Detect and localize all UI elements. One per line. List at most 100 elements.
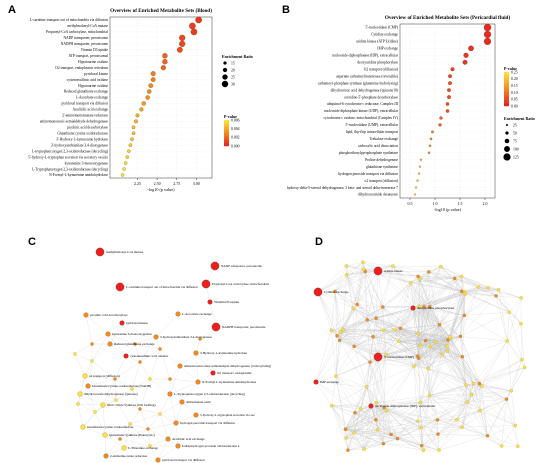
network-edge (424, 306, 465, 316)
network-edge (334, 291, 354, 309)
data-point (448, 81, 452, 86)
network-node (175, 443, 181, 449)
network-edge (335, 375, 377, 403)
network-node (353, 411, 357, 415)
network-edge (383, 366, 414, 408)
network-edge (385, 354, 418, 357)
network-node (344, 273, 349, 277)
network-edge (115, 388, 133, 401)
network-edge (114, 378, 133, 390)
network-edge (384, 402, 421, 408)
network-edge (440, 266, 466, 295)
network-edge (424, 276, 462, 307)
network-edge (392, 266, 420, 307)
network-edge (147, 428, 151, 447)
y-tick-label: Propionyl-CoA carboxylase, mitochondrial (46, 30, 108, 35)
network-node (313, 379, 319, 385)
data-point (122, 167, 126, 171)
network-edge (462, 356, 474, 384)
network-edge (364, 434, 392, 450)
data-point (123, 161, 128, 165)
network-edge (315, 381, 361, 409)
network-edge (509, 312, 523, 360)
network-edge (438, 435, 488, 451)
network-node (368, 403, 374, 409)
color-legend-swatch (504, 83, 509, 86)
network-edge (149, 378, 171, 395)
network-edge (337, 330, 384, 337)
network-node (426, 366, 430, 371)
data-point (130, 137, 134, 142)
size-legend-dot (222, 74, 228, 80)
network-edge (417, 306, 425, 334)
network-edge (471, 394, 481, 411)
network-edge (429, 395, 438, 420)
network-edge (346, 262, 363, 267)
color-legend-swatch (504, 104, 509, 107)
network-edge (421, 427, 463, 428)
network-node (343, 427, 348, 432)
network-node (505, 339, 509, 343)
y-tick-label: O2 transport, endoplasmic reticulum (55, 66, 108, 71)
network-edge (429, 385, 482, 396)
network-edge (335, 376, 356, 413)
network-edge (383, 330, 414, 367)
network-node-label: Glutathione:cystine oxidoreductase (87, 425, 134, 429)
network-edge (345, 437, 398, 439)
network-edge (421, 427, 440, 451)
y-tick-label: cytochrome c oxidase, mitochondrial (Com… (324, 116, 399, 121)
network-node (173, 420, 179, 426)
network-edge (417, 421, 463, 428)
network-edge (410, 282, 414, 309)
network-edge (377, 429, 392, 435)
network-edge (400, 328, 450, 338)
network-edge (315, 381, 332, 406)
y-tick-label: methylmalonyl-CoA mutase (67, 24, 108, 28)
network-edge (417, 356, 421, 403)
size-legend-dot (222, 67, 228, 73)
network-node (398, 326, 403, 331)
network-edge (334, 291, 368, 320)
network-edge (331, 330, 337, 377)
network-edge (430, 336, 461, 347)
network-edge (169, 378, 199, 383)
network-edge (471, 390, 512, 395)
network-node (158, 412, 162, 416)
network-node (496, 287, 501, 292)
network-edge (119, 428, 149, 440)
network-edge (370, 358, 419, 363)
network-edge (373, 336, 426, 341)
data-point (190, 28, 198, 36)
network-edge (342, 319, 368, 330)
network-edge (339, 319, 368, 341)
data-point (429, 137, 433, 141)
network-edge (462, 356, 468, 403)
network-edge (102, 404, 106, 436)
network-edge (464, 312, 510, 316)
data-point (179, 40, 186, 47)
data-point (127, 149, 131, 153)
network-edge (429, 395, 458, 420)
network-edge (383, 443, 424, 451)
network-edge (421, 427, 439, 435)
data-point (439, 116, 443, 120)
network-edge (447, 291, 465, 341)
network-edge (398, 306, 420, 342)
network-node (119, 320, 125, 326)
network-edge (419, 278, 455, 307)
network-node (100, 402, 106, 408)
network-edge (421, 445, 440, 451)
network-edge (420, 402, 440, 451)
network-node (516, 444, 520, 448)
network-edge (369, 362, 385, 408)
y-tick-label: kynurenine 3-monooxygenase (65, 161, 109, 165)
network-edge (169, 365, 181, 380)
data-point (176, 46, 183, 53)
network-edge (317, 274, 347, 293)
network-edge (134, 343, 161, 350)
data-point (427, 151, 431, 154)
network-edge (460, 336, 482, 387)
x-tick-label: 1.0 (433, 201, 438, 206)
network-node-label: kynurenine 3-monooxygenase (112, 332, 152, 336)
